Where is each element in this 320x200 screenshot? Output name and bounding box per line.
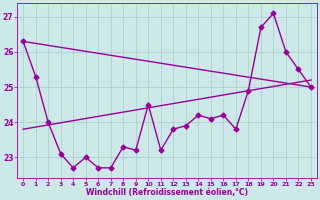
X-axis label: Windchill (Refroidissement éolien,°C): Windchill (Refroidissement éolien,°C) (86, 188, 248, 197)
